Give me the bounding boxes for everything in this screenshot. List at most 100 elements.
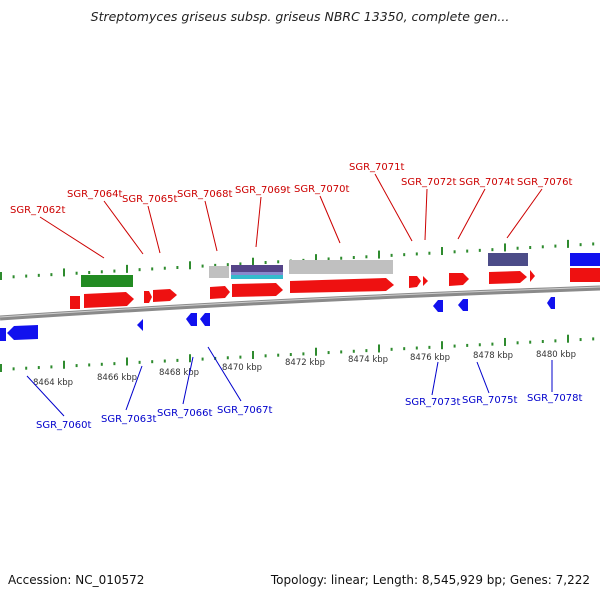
forward-gene[interactable] <box>70 296 80 309</box>
top-leader-lines <box>39 173 543 259</box>
feature-violet[interactable] <box>231 272 283 275</box>
major-tick <box>0 364 2 372</box>
top-gene-labels: SGR_7062t SGR_7064t SGR_7065t SGR_7068t … <box>10 162 572 216</box>
gene-label[interactable]: SGR_7062t <box>10 205 65 216</box>
bottom-gene-labels: SGR_7060t SGR_7063t SGR_7066t SGR_7067t … <box>36 393 582 431</box>
forward-gene[interactable] <box>423 276 428 286</box>
major-tick <box>63 268 65 277</box>
gene-label[interactable]: SGR_7072t <box>401 177 456 188</box>
minor-tick <box>415 252 418 256</box>
major-tick <box>504 243 506 252</box>
forward-gene[interactable] <box>449 273 469 286</box>
major-tick <box>252 257 254 266</box>
minor-tick <box>478 248 481 252</box>
minor-tick <box>428 345 431 349</box>
minor-tick <box>25 274 28 278</box>
major-tick <box>315 254 317 263</box>
feature-cyan[interactable] <box>231 275 283 279</box>
minor-tick <box>302 352 305 356</box>
leader-line <box>457 188 486 240</box>
gene-label[interactable]: SGR_7063t <box>101 414 156 425</box>
reverse-gene[interactable] <box>200 313 210 326</box>
gene-label[interactable]: SGR_7076t <box>517 177 572 188</box>
feature-purple[interactable] <box>488 253 528 266</box>
minor-tick <box>100 362 103 366</box>
reverse-gene[interactable] <box>547 297 555 309</box>
minor-tick <box>37 366 40 370</box>
leader-line <box>319 195 341 244</box>
forward-gene[interactable] <box>530 270 535 282</box>
reverse-gene[interactable] <box>137 319 143 331</box>
minor-tick <box>138 268 141 272</box>
minor-tick <box>365 255 368 259</box>
gene-label[interactable]: SGR_7074t <box>459 177 514 188</box>
gene-label[interactable]: SGR_7071t <box>349 162 404 173</box>
forward-gene[interactable] <box>290 278 394 293</box>
forward-gene[interactable] <box>232 283 283 297</box>
minor-tick <box>138 360 141 364</box>
gene-label[interactable]: SGR_7060t <box>36 420 91 431</box>
minor-tick <box>12 275 15 279</box>
gene-label[interactable]: SGR_7068t <box>177 189 232 200</box>
minor-tick <box>352 349 355 353</box>
minor-tick <box>491 342 494 346</box>
minor-tick <box>88 271 91 275</box>
gene-label[interactable]: SGR_7066t <box>157 408 212 419</box>
minor-tick <box>151 267 154 271</box>
feature-purple[interactable] <box>231 265 283 272</box>
forward-gene[interactable] <box>153 289 177 302</box>
major-tick <box>63 360 65 369</box>
gene-label[interactable]: SGR_7078t <box>527 393 582 404</box>
scale-label: 8468 kbp <box>159 368 199 378</box>
forward-gene[interactable] <box>84 292 134 308</box>
reverse-gene[interactable] <box>433 300 443 312</box>
leader-line <box>255 196 262 248</box>
leader-line <box>431 361 439 396</box>
feature-grey[interactable] <box>209 266 229 278</box>
major-tick <box>189 261 191 270</box>
minor-tick <box>453 344 456 348</box>
minor-tick <box>390 347 393 351</box>
gene-label[interactable]: SGR_7065t <box>122 194 177 205</box>
scale-label: 8476 kbp <box>410 353 450 363</box>
gene-label[interactable]: SGR_7075t <box>462 395 517 406</box>
genome-title: Streptomyces griseus subsp. griseus NBRC… <box>90 9 510 24</box>
forward-gene[interactable] <box>489 271 527 284</box>
minor-tick <box>403 347 406 351</box>
minor-tick <box>201 264 204 268</box>
major-tick <box>252 350 254 359</box>
leader-line <box>147 205 161 254</box>
reverse-gene[interactable] <box>7 325 38 340</box>
gene-label[interactable]: SGR_7069t <box>235 185 290 196</box>
minor-tick <box>289 353 292 357</box>
minor-tick <box>88 363 91 367</box>
major-tick <box>315 347 317 356</box>
scale-label: 8472 kbp <box>285 358 325 368</box>
forward-gene[interactable] <box>409 276 421 288</box>
minor-tick <box>516 341 519 345</box>
minor-tick <box>113 362 116 366</box>
feature-green[interactable] <box>81 275 133 287</box>
major-tick <box>189 354 191 363</box>
minor-tick <box>491 248 494 252</box>
major-tick <box>378 344 380 353</box>
reverse-gene[interactable] <box>186 313 197 326</box>
forward-gene[interactable] <box>144 291 152 303</box>
minor-tick <box>478 343 481 347</box>
gene-label[interactable]: SGR_7067t <box>217 405 272 416</box>
reverse-gene[interactable] <box>458 299 468 311</box>
minor-tick <box>226 356 229 360</box>
gene-label[interactable]: SGR_7070t <box>294 184 349 195</box>
feature-grey[interactable] <box>289 260 393 274</box>
gene-label[interactable]: SGR_7064t <box>67 189 122 200</box>
reverse-gene[interactable] <box>570 253 600 266</box>
leader-line <box>39 216 105 259</box>
reverse-gene[interactable] <box>0 328 6 341</box>
minor-tick <box>25 366 28 370</box>
forward-gene[interactable] <box>210 286 230 299</box>
scale-label: 8474 kbp <box>348 355 388 365</box>
gene-label[interactable]: SGR_7073t <box>405 397 460 408</box>
minor-tick <box>50 273 53 277</box>
leader-line <box>182 356 194 405</box>
forward-gene[interactable] <box>570 268 600 282</box>
